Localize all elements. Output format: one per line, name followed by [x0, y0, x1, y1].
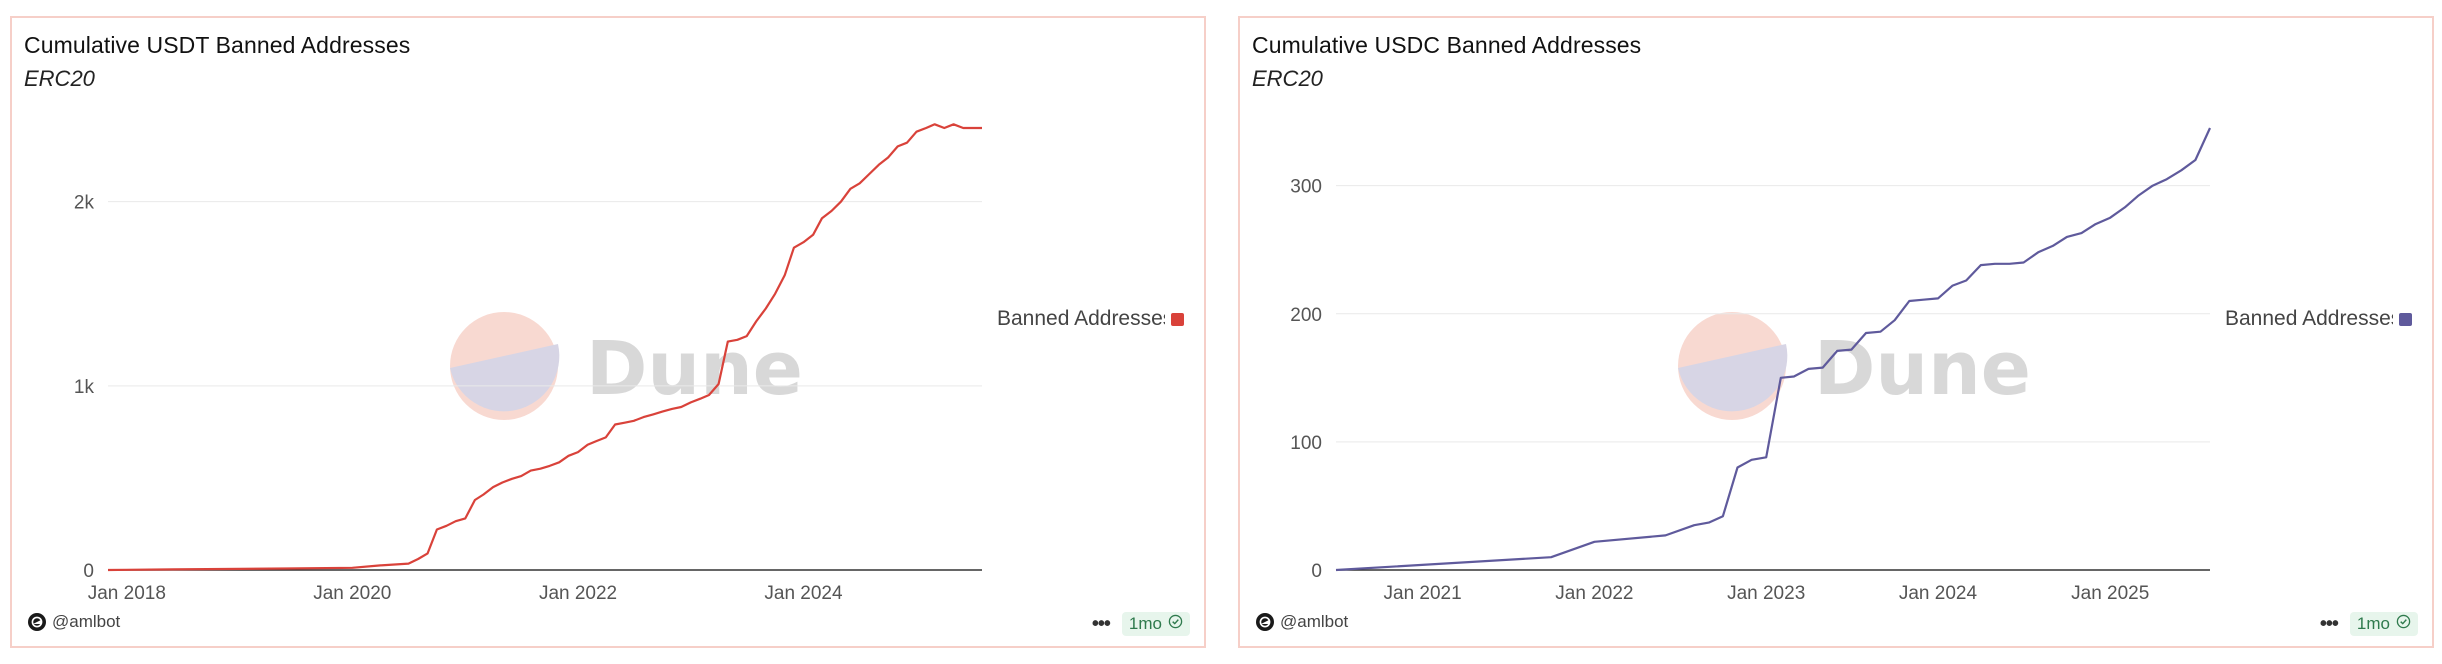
x-tick-label: Jan 2024	[764, 583, 843, 604]
freshness-label: 1mo	[1128, 614, 1162, 633]
y-tick-label: 200	[1290, 305, 1322, 326]
author-credit[interactable]: @amlbot	[28, 612, 120, 632]
x-tick-label: Jan 2023	[1727, 583, 1805, 604]
usdc-line-chart: Dune 0 100 200 300 Jan 2021 Jan 2022 Jan 2023 Ja…	[1290, 127, 2212, 604]
watermark-wedge	[1678, 344, 1788, 412]
y-tick-label: 0	[83, 561, 94, 582]
watermark-wedge	[450, 344, 560, 412]
freshness-label: 1mo	[2356, 614, 2390, 633]
more-options-icon[interactable]: •••	[2319, 612, 2339, 635]
freshness-badge[interactable]: 1mo	[2349, 612, 2418, 636]
x-tick-label: Jan 2018	[88, 583, 166, 604]
y-tick-label: 300	[1290, 177, 1322, 198]
usdt-line-chart: Dune 0 1k 2k Jan 2018 Jan 2020 Jan 2022 Jan 202…	[74, 123, 982, 604]
y-tick-label: 1k	[74, 377, 95, 398]
chart-title: Cumulative USDC Banned Addresses	[1252, 32, 1642, 58]
check-circle-icon	[1168, 614, 1183, 634]
legend-swatch	[1171, 312, 1184, 326]
x-tick-label: Jan 2020	[313, 583, 391, 604]
y-tick-label: 2k	[74, 193, 95, 214]
x-tick-label: Jan 2025	[2071, 583, 2149, 604]
y-tick-label: 100	[1290, 433, 1322, 454]
dune-logo-icon	[28, 613, 46, 631]
watermark-text: Dune	[1814, 326, 2031, 412]
freshness-badge[interactable]: 1mo	[1121, 612, 1190, 636]
dune-logo-icon	[1256, 613, 1274, 631]
series-line[interactable]	[107, 123, 982, 572]
check-circle-icon	[2396, 614, 2411, 634]
author-credit[interactable]: @amlbot	[1256, 612, 1348, 632]
series-line[interactable]	[1335, 127, 2212, 572]
watermark-text: Dune	[586, 326, 803, 412]
x-tick-label: Jan 2022	[539, 583, 617, 604]
y-tick-label: 0	[1311, 561, 1322, 582]
chart-legend[interactable]: Banned Addresses	[2225, 307, 2412, 331]
chart-subtitle: ERC20	[24, 66, 95, 91]
legend-swatch	[2399, 312, 2412, 326]
chart-footer-actions: ••• 1mo	[2320, 612, 2418, 636]
dune-watermark: Dune	[450, 312, 803, 420]
x-tick-label: Jan 2021	[1384, 583, 1462, 604]
usdc-chart-panel: Cumulative USDC Banned Addresses ERC20 D…	[1238, 16, 2434, 648]
x-tick-label: Jan 2022	[1555, 583, 1633, 604]
usdt-chart-panel: Cumulative USDT Banned Addresses ERC20 D…	[10, 16, 1206, 648]
chart-subtitle: ERC20	[1252, 66, 1323, 91]
chart-footer-actions: ••• 1mo	[1092, 612, 1190, 636]
legend-label: Banned Addresses	[2225, 307, 2393, 330]
author-name: @amlbot	[52, 612, 121, 631]
chart-title: Cumulative USDT Banned Addresses	[24, 32, 411, 58]
more-options-icon[interactable]: •••	[1091, 612, 1111, 635]
dune-watermark: Dune	[1678, 312, 2031, 420]
chart-legend[interactable]: Banned Addresses	[997, 307, 1184, 331]
x-tick-label: Jan 2024	[1899, 583, 1978, 604]
author-name: @amlbot	[1280, 612, 1349, 631]
legend-label: Banned Addresses	[997, 307, 1165, 330]
